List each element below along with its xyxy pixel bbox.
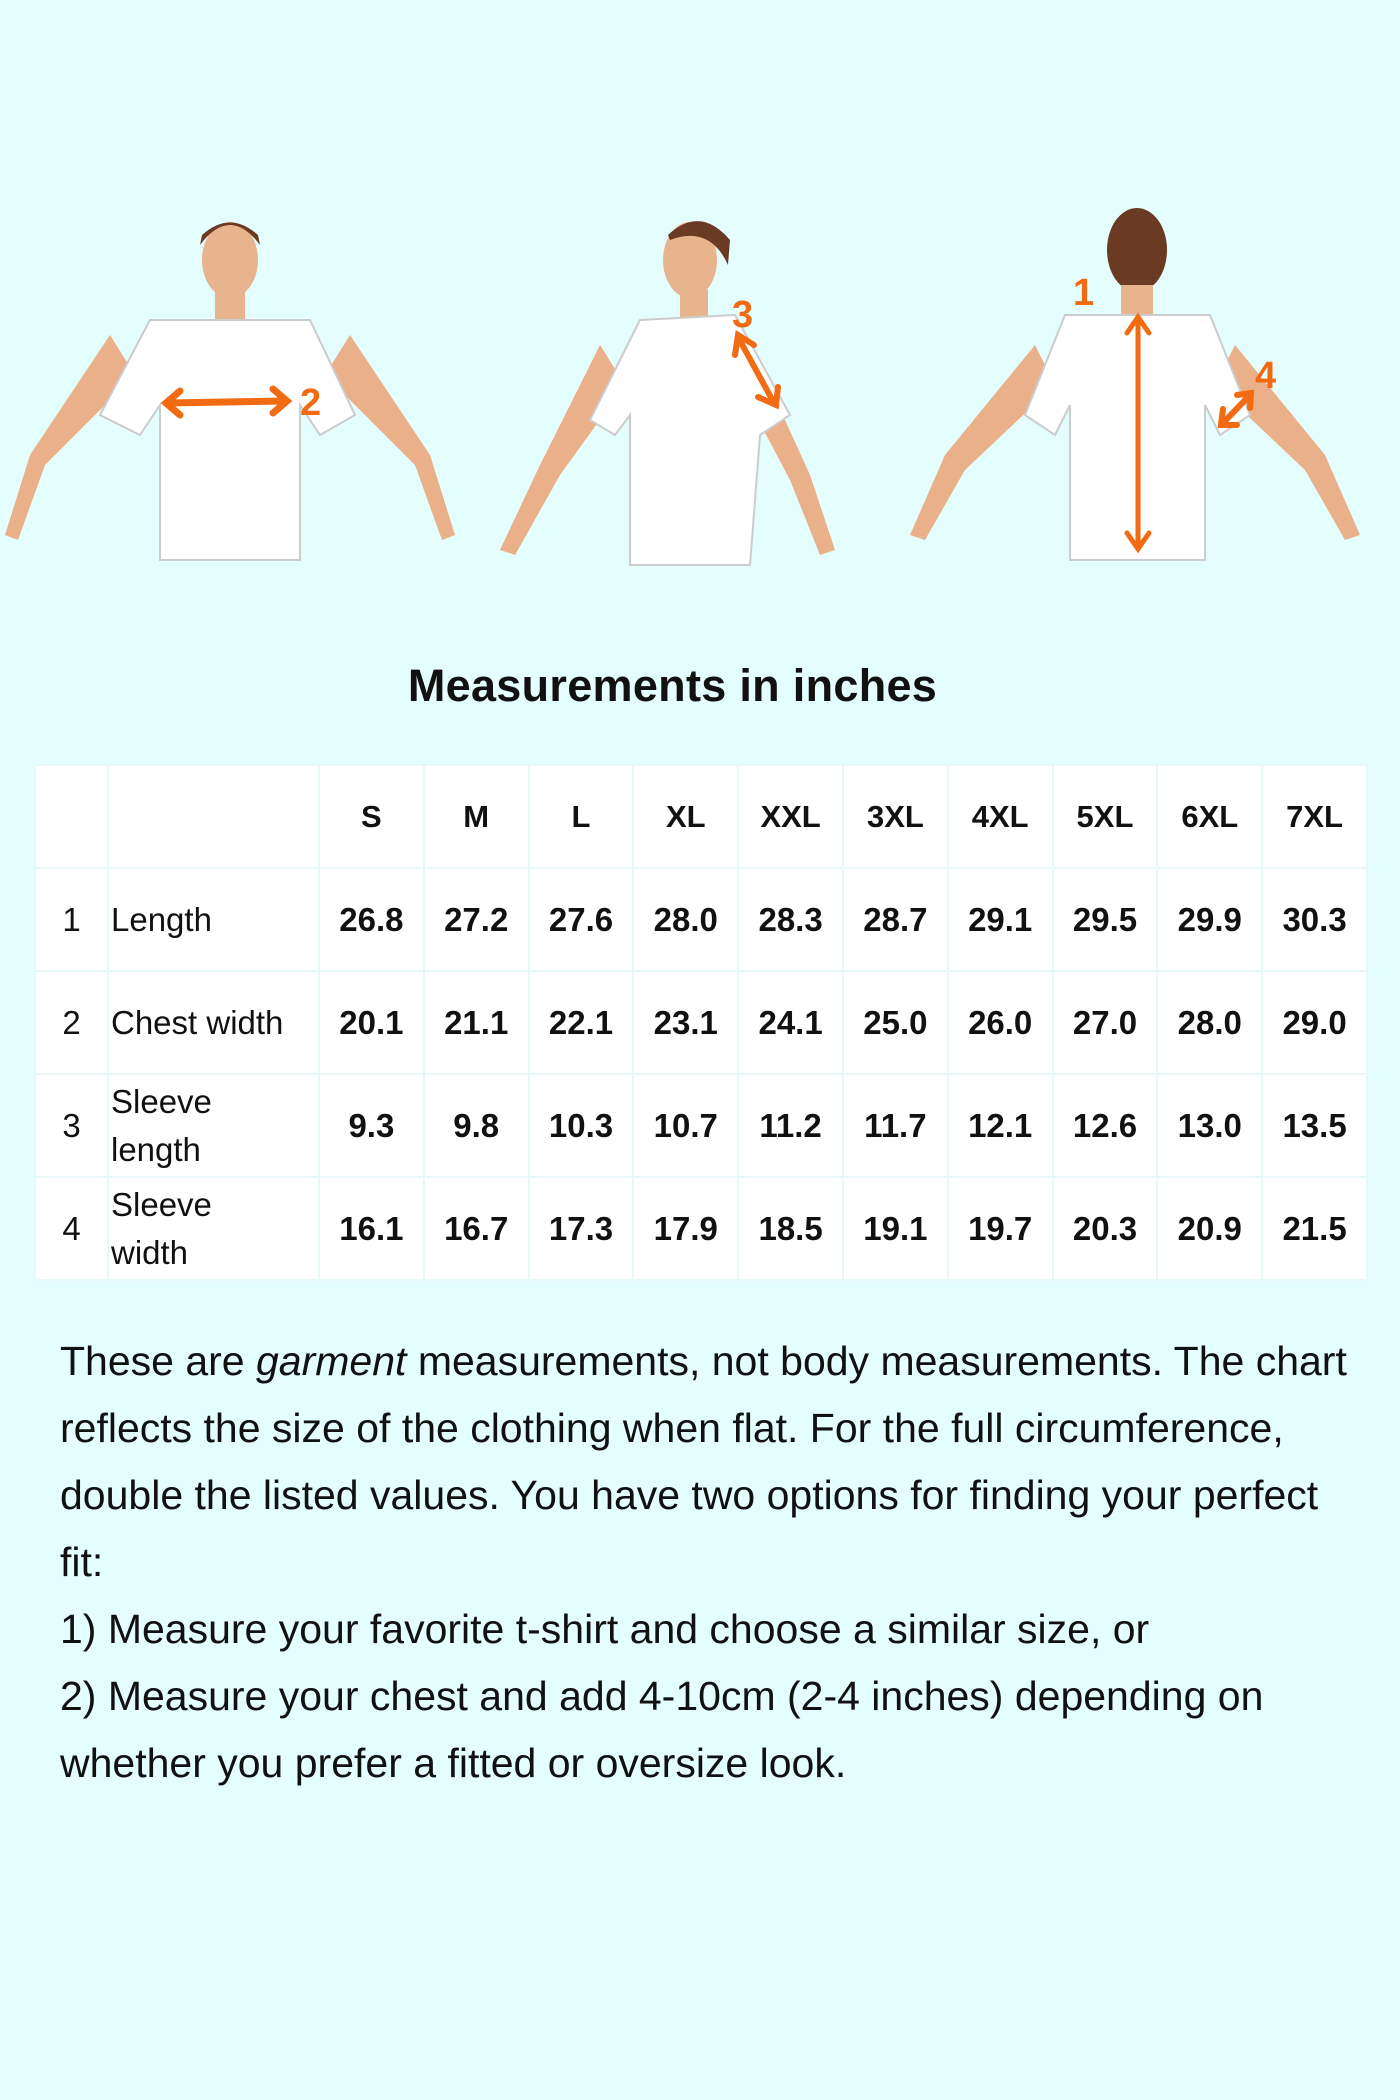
option-2: 2) Measure your chest and add 4-10cm (2-… (60, 1673, 1264, 1786)
value-cell: 19.1 (841, 1176, 949, 1281)
value-cell: 9.3 (318, 1073, 425, 1178)
value-cell: 27.0 (1051, 970, 1159, 1075)
value-cell: 25.0 (841, 970, 949, 1075)
value-cell: 27.6 (527, 867, 635, 972)
value-cell: 16.1 (318, 1176, 425, 1281)
table-row: 2 Chest width 20.1 21.1 22.1 23.1 24.1 25.0 26.0… (34, 970, 1368, 1075)
size-header-s: S (318, 764, 425, 869)
value-cell: 17.9 (632, 1176, 740, 1281)
size-header-xxl: XXL (737, 764, 844, 869)
value-cell: 13.5 (1261, 1073, 1368, 1178)
size-header-xl: XL (632, 764, 740, 869)
marker-2: 2 (300, 382, 321, 424)
value-cell: 29.9 (1156, 867, 1264, 972)
header-num-cell (34, 764, 109, 869)
sleeve-width-arrow (1217, 389, 1255, 428)
marker-3: 3 (732, 294, 753, 336)
value-cell: 16.7 (422, 1176, 530, 1281)
value-cell: 29.1 (946, 867, 1054, 972)
value-cell: 11.2 (737, 1073, 844, 1178)
row-number: 4 (34, 1176, 109, 1281)
back-view-figure: 1 4 (910, 208, 1360, 561)
length-arrow (1124, 312, 1152, 554)
table-header-row: S M L XL XXL 3XL 4XL 5XL 6XL 7XL (34, 764, 1368, 869)
row-label: Sleeve length (107, 1073, 320, 1178)
value-cell: 22.1 (527, 970, 635, 1075)
value-cell: 18.5 (737, 1176, 844, 1281)
notes-text: measurements, not body measurements. The… (60, 1338, 1347, 1585)
notes-emphasis: garment (256, 1338, 407, 1384)
value-cell: 26.8 (318, 867, 425, 972)
value-cell: 21.1 (422, 970, 530, 1075)
value-cell: 10.7 (632, 1073, 740, 1178)
size-header-6xl: 6XL (1156, 764, 1264, 869)
value-cell: 27.2 (422, 867, 530, 972)
value-cell: 28.7 (841, 867, 949, 972)
value-cell: 21.5 (1261, 1176, 1368, 1281)
value-cell: 30.3 (1261, 867, 1368, 972)
table-title: Measurements in inches (407, 660, 938, 711)
row-number: 2 (34, 970, 109, 1075)
size-header-3xl: 3XL (841, 764, 949, 869)
marker-1: 1 (1073, 272, 1094, 314)
measurement-notes: These are garment measurements, not body… (60, 1328, 1370, 1797)
value-cell: 12.1 (946, 1073, 1054, 1178)
value-cell: 19.7 (946, 1176, 1054, 1281)
row-label: Sleeve width (107, 1176, 320, 1281)
size-header-4xl: 4XL (946, 764, 1054, 869)
row-number: 3 (34, 1073, 109, 1178)
value-cell: 12.6 (1051, 1073, 1159, 1178)
size-header-7xl: 7XL (1261, 764, 1368, 869)
value-cell: 11.7 (841, 1073, 949, 1178)
sleeve-length-arrow (732, 330, 781, 410)
table-row: 1 Length 26.8 27.2 27.6 28.0 28.3 28.7 29.1 29.5 2… (34, 867, 1368, 972)
value-cell: 10.3 (527, 1073, 635, 1178)
value-cell: 29.0 (1261, 970, 1368, 1075)
value-cell: 23.1 (632, 970, 740, 1075)
row-number: 1 (34, 867, 109, 972)
value-cell: 9.8 (422, 1073, 530, 1178)
value-cell: 29.5 (1051, 867, 1159, 972)
notes-text: These are (60, 1338, 256, 1384)
notes-paragraph: These are garment measurements, not body… (60, 1328, 1370, 1596)
value-cell: 28.0 (1156, 970, 1264, 1075)
header-label-cell (107, 764, 320, 869)
marker-4: 4 (1255, 355, 1276, 397)
table-row: 4 Sleeve width 16.1 16.7 17.3 17.9 18.5 19.1 19.7… (34, 1176, 1368, 1281)
value-cell: 24.1 (737, 970, 844, 1075)
size-chart-table: S M L XL XXL 3XL 4XL 5XL 6XL 7XL 1 Length 26.8 27.2 2… (34, 764, 1368, 1281)
value-cell: 13.0 (1156, 1073, 1264, 1178)
side-view-figure: 3 (500, 221, 835, 566)
front-view-figure: 2 (5, 222, 455, 561)
size-header-l: L (527, 764, 635, 869)
option-1: 1) Measure your favorite t-shirt and cho… (60, 1606, 1150, 1652)
value-cell: 17.3 (527, 1176, 635, 1281)
row-label: Length (107, 867, 320, 972)
value-cell: 20.1 (318, 970, 425, 1075)
value-cell: 20.3 (1051, 1176, 1159, 1281)
size-header-m: M (422, 764, 530, 869)
value-cell: 20.9 (1156, 1176, 1264, 1281)
value-cell: 28.3 (737, 867, 844, 972)
table-row: 3 Sleeve length 9.3 9.8 10.3 10.7 11.2 11.7 12.1 1… (34, 1073, 1368, 1178)
row-label: Chest width (107, 970, 320, 1075)
size-header-5xl: 5XL (1051, 764, 1159, 869)
chest-width-arrow (160, 385, 293, 419)
value-cell: 28.0 (632, 867, 740, 972)
value-cell: 26.0 (946, 970, 1054, 1075)
